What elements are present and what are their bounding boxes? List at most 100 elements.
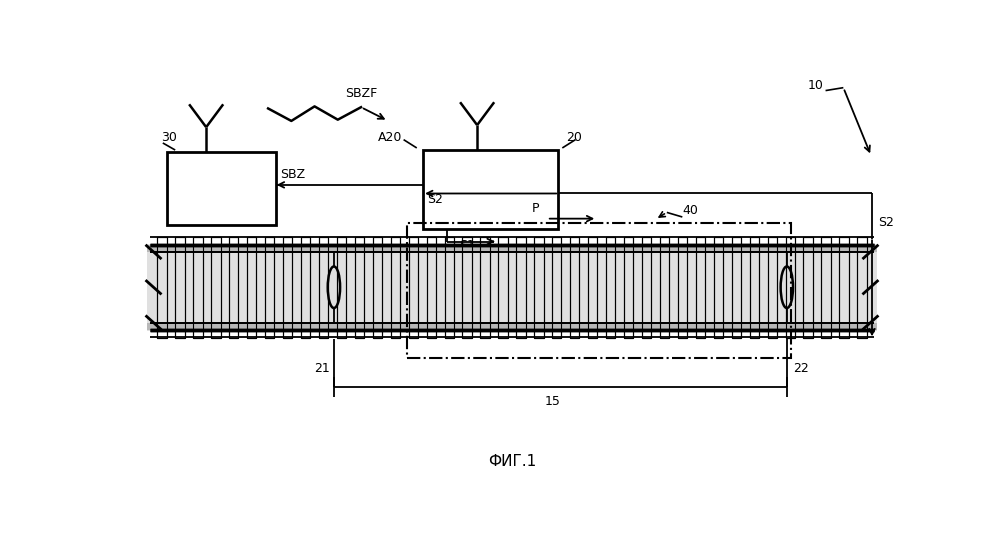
Bar xyxy=(570,237,579,338)
Text: 21: 21 xyxy=(315,362,330,375)
Bar xyxy=(803,237,813,338)
Bar xyxy=(839,237,848,338)
Text: S2: S2 xyxy=(878,216,894,229)
Bar xyxy=(158,237,167,338)
Bar xyxy=(247,237,257,338)
Text: 15: 15 xyxy=(544,395,560,408)
Bar xyxy=(588,237,597,338)
Text: S1: S1 xyxy=(459,239,475,252)
Bar xyxy=(534,237,543,338)
Bar xyxy=(588,237,597,338)
Bar xyxy=(660,237,669,338)
Bar xyxy=(463,237,472,338)
Bar xyxy=(534,237,543,338)
Bar xyxy=(445,237,454,338)
Bar xyxy=(229,237,239,338)
Bar xyxy=(516,237,525,338)
Bar xyxy=(767,237,777,338)
Bar xyxy=(713,237,723,338)
Bar xyxy=(211,237,221,338)
Bar xyxy=(606,237,615,338)
Text: ФИГ.1: ФИГ.1 xyxy=(488,454,536,469)
Bar xyxy=(642,237,651,338)
Bar xyxy=(606,237,615,338)
Text: 40: 40 xyxy=(682,204,698,217)
Bar xyxy=(337,237,346,338)
Bar xyxy=(713,237,723,338)
Polygon shape xyxy=(147,245,877,252)
Bar xyxy=(211,237,221,338)
Bar xyxy=(731,237,741,338)
Polygon shape xyxy=(147,322,877,329)
Bar xyxy=(803,237,813,338)
Text: S2: S2 xyxy=(427,193,443,206)
Bar xyxy=(749,237,759,338)
Text: 20: 20 xyxy=(566,131,582,144)
Bar xyxy=(265,237,275,338)
Bar xyxy=(355,237,364,338)
Text: 22: 22 xyxy=(793,362,809,375)
Bar xyxy=(499,237,507,338)
Bar xyxy=(839,237,848,338)
Bar xyxy=(499,237,507,338)
Bar xyxy=(158,237,167,338)
Bar xyxy=(319,237,329,338)
Bar xyxy=(821,237,831,338)
Bar xyxy=(821,237,831,338)
Bar xyxy=(373,237,382,338)
Bar xyxy=(355,237,364,338)
Bar xyxy=(445,237,454,338)
Bar xyxy=(408,223,791,358)
Bar xyxy=(516,237,525,338)
Bar xyxy=(624,237,633,338)
Bar xyxy=(642,237,651,338)
Bar xyxy=(857,237,866,338)
Bar xyxy=(176,237,185,338)
Bar xyxy=(409,237,418,338)
Bar xyxy=(427,237,436,338)
Bar xyxy=(552,237,561,338)
Bar xyxy=(427,237,436,338)
Polygon shape xyxy=(147,244,877,331)
Bar xyxy=(193,237,203,338)
Bar xyxy=(283,237,293,338)
Bar xyxy=(409,237,418,338)
Text: SBZ: SBZ xyxy=(280,168,305,181)
Bar xyxy=(552,237,561,338)
Bar xyxy=(301,237,311,338)
Text: SBZF: SBZF xyxy=(346,87,378,100)
Bar xyxy=(337,237,346,338)
Bar xyxy=(481,237,490,338)
Bar xyxy=(695,237,705,338)
Bar xyxy=(391,237,400,338)
Text: P: P xyxy=(531,202,538,215)
Bar xyxy=(168,152,276,225)
Bar xyxy=(247,237,257,338)
Bar xyxy=(373,237,382,338)
Bar xyxy=(193,237,203,338)
Text: 10: 10 xyxy=(808,79,823,92)
Bar xyxy=(463,237,472,338)
Bar xyxy=(767,237,777,338)
Bar xyxy=(678,237,687,338)
Bar xyxy=(660,237,669,338)
Bar xyxy=(283,237,293,338)
Bar xyxy=(176,237,185,338)
Text: A20: A20 xyxy=(378,131,403,144)
Bar xyxy=(857,237,866,338)
Bar xyxy=(570,237,579,338)
Bar xyxy=(695,237,705,338)
Bar xyxy=(749,237,759,338)
Bar xyxy=(785,237,795,338)
Bar xyxy=(678,237,687,338)
Bar xyxy=(731,237,741,338)
Bar xyxy=(265,237,275,338)
Bar xyxy=(423,150,558,229)
Bar xyxy=(785,237,795,338)
Bar xyxy=(624,237,633,338)
Text: 30: 30 xyxy=(161,131,177,144)
Bar xyxy=(229,237,239,338)
Bar xyxy=(391,237,400,338)
Bar xyxy=(481,237,490,338)
Bar xyxy=(301,237,311,338)
